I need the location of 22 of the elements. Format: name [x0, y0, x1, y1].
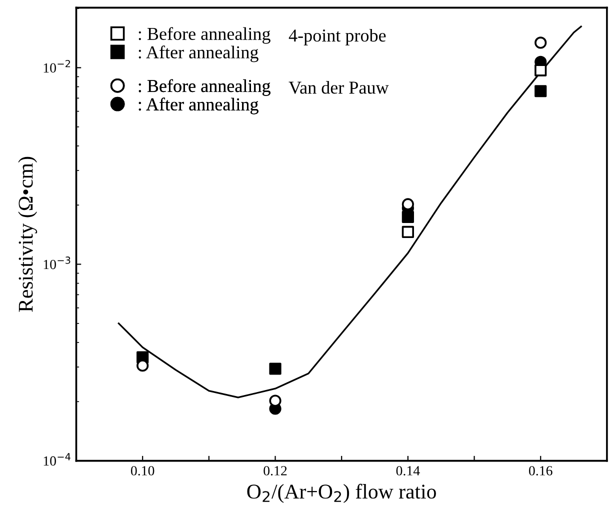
- point: [136, 360, 149, 372]
- x-tick-label: 0.14: [396, 466, 420, 476]
- legend-label: : Before annealing: [138, 79, 270, 96]
- x-axis-title: O$_{2}$/(Ar+O$_{2}$) flow ratio: [247, 484, 436, 503]
- annotation: 4-point probe: [288, 28, 386, 46]
- point: [402, 226, 414, 238]
- y-tick-label: 10$^{−4}$: [44, 453, 70, 466]
- point: [534, 36, 547, 49]
- x-tick-label: 0.12: [264, 466, 287, 476]
- x-tick-label: 0.10: [130, 466, 154, 476]
- x-tick-label: 0.16: [528, 466, 552, 476]
- legend-label: : After annealing: [138, 46, 258, 62]
- y-axis-title: Resistivity (Ω•cm): [18, 156, 38, 312]
- y-tick-label: 10$^{−2}$: [44, 60, 70, 73]
- legend-label: : After annealing: [138, 98, 258, 114]
- annotation: Van der Pauw: [288, 81, 389, 94]
- point: [269, 362, 282, 375]
- line-series: [118, 26, 582, 398]
- point: [534, 85, 547, 98]
- legend-label: : Before annealing: [138, 27, 270, 44]
- y-tick-label: 10$^{−3}$: [44, 256, 70, 270]
- point: [534, 64, 547, 76]
